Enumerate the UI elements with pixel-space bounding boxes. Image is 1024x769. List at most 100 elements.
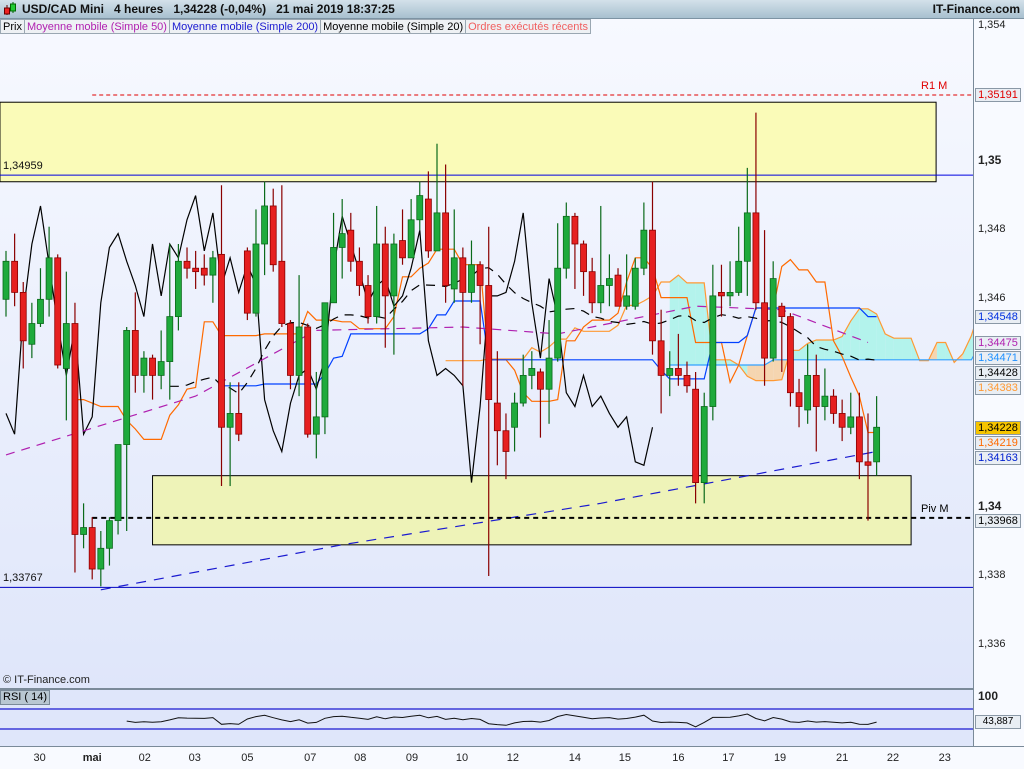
ichimoku-cloud-segment bbox=[747, 365, 756, 381]
price-label: 1,34163 bbox=[975, 450, 1021, 465]
candle bbox=[476, 261, 484, 345]
candle-body bbox=[502, 430, 510, 452]
candle-body bbox=[847, 416, 855, 428]
candle-body bbox=[545, 357, 553, 390]
price-label: 1,34428 bbox=[975, 365, 1021, 380]
brand-name: IT-Finance.com bbox=[932, 2, 1020, 16]
candle bbox=[278, 185, 286, 327]
date-tick: 02 bbox=[138, 752, 151, 764]
candle bbox=[37, 268, 44, 327]
price-label: 1,35191 bbox=[975, 87, 1021, 102]
candle bbox=[433, 143, 441, 252]
legend-recent-orders[interactable]: Ordres exécutés récents bbox=[465, 19, 591, 34]
date-tick: 14 bbox=[568, 752, 582, 764]
candle-body bbox=[571, 215, 579, 245]
candle bbox=[243, 247, 251, 321]
legend-price[interactable]: Prix bbox=[0, 19, 25, 34]
candle-body bbox=[269, 205, 277, 266]
ichimoku-cloud-segment bbox=[799, 343, 808, 360]
candle-body bbox=[830, 395, 837, 414]
ichimoku-cloud-segment bbox=[824, 339, 834, 360]
candle-body bbox=[45, 257, 53, 300]
candle bbox=[735, 226, 743, 296]
date-axis[interactable] bbox=[0, 746, 1024, 769]
candle bbox=[347, 212, 355, 272]
rsi-label[interactable]: RSI ( 14) bbox=[0, 690, 51, 705]
candle bbox=[131, 292, 139, 393]
candle-body bbox=[37, 298, 44, 324]
candle bbox=[692, 371, 699, 504]
candle bbox=[812, 354, 820, 452]
candle-body bbox=[321, 302, 329, 418]
candle-body bbox=[692, 388, 699, 483]
indicator-legend: Prix Moyenne mobile (Simple 50) Moyenne … bbox=[0, 19, 591, 34]
candle-body bbox=[330, 247, 337, 304]
candle-body bbox=[338, 233, 346, 248]
ichimoku-cloud-segment bbox=[678, 275, 687, 366]
candle bbox=[718, 264, 725, 317]
candle-body bbox=[795, 392, 803, 407]
price-label: 1,33968 bbox=[975, 513, 1021, 528]
candle-body bbox=[243, 250, 251, 314]
candle-body bbox=[700, 406, 708, 483]
candle bbox=[287, 320, 294, 390]
candle-body bbox=[519, 374, 527, 404]
candle-body bbox=[821, 395, 829, 407]
rsi-panel[interactable] bbox=[0, 689, 973, 747]
price-label: 1,34228 bbox=[975, 420, 1021, 435]
candle-body bbox=[631, 267, 639, 307]
ichimoku-cloud-segment bbox=[807, 339, 817, 360]
candle bbox=[62, 271, 70, 421]
candle bbox=[769, 261, 777, 362]
candle-body bbox=[287, 323, 294, 376]
candle-body bbox=[11, 260, 19, 293]
candle bbox=[700, 392, 708, 504]
candle-body bbox=[157, 361, 165, 376]
candle-body bbox=[347, 229, 355, 262]
candle-body bbox=[752, 212, 760, 304]
candle-body bbox=[218, 253, 225, 428]
legend-sma50[interactable]: Moyenne mobile (Simple 50) bbox=[23, 19, 170, 34]
price-label: 1,34475 bbox=[975, 335, 1021, 350]
ichimoku-cloud-segment bbox=[842, 320, 851, 360]
candle bbox=[45, 226, 53, 317]
price-chart bbox=[0, 94, 973, 730]
legend-sma20[interactable]: Moyenne mobile (Simple 20) bbox=[320, 19, 467, 34]
instrument-title: USD/CAD Mini 4 heures 1,34228 (-0,04%) 2… bbox=[22, 2, 395, 16]
candle-body bbox=[166, 316, 174, 362]
candle bbox=[493, 351, 501, 466]
candle-body bbox=[209, 257, 217, 276]
candle-body bbox=[183, 260, 191, 269]
price-tick: 1,34 bbox=[978, 498, 1002, 513]
ichimoku-cloud-segment bbox=[850, 308, 860, 360]
candle bbox=[416, 181, 424, 231]
legend-sma200[interactable]: Moyenne mobile (Simple 200) bbox=[168, 19, 322, 34]
candle-body bbox=[614, 274, 622, 307]
candle-body bbox=[278, 260, 286, 324]
candle bbox=[28, 302, 36, 359]
candle bbox=[192, 250, 200, 289]
candle-body bbox=[106, 520, 113, 549]
date-tick: mai bbox=[82, 752, 102, 764]
candle-body bbox=[424, 198, 432, 252]
candle-body bbox=[381, 243, 389, 297]
price-tick: 1,336 bbox=[978, 638, 1006, 651]
candle bbox=[338, 199, 346, 279]
candle bbox=[761, 230, 768, 386]
candle bbox=[666, 351, 674, 397]
candle bbox=[269, 188, 277, 272]
candle-body bbox=[709, 295, 717, 407]
ichimoku-cloud-segment bbox=[764, 359, 774, 381]
candle-body bbox=[778, 305, 786, 318]
candle-body bbox=[528, 368, 536, 376]
candle bbox=[657, 309, 665, 414]
candle bbox=[459, 247, 467, 386]
candle bbox=[631, 257, 639, 310]
candle bbox=[804, 344, 812, 424]
candle-body bbox=[54, 257, 62, 366]
candle-body bbox=[554, 267, 562, 359]
candle bbox=[381, 226, 389, 348]
candle-body bbox=[787, 316, 794, 394]
candle-body bbox=[674, 368, 682, 376]
candle-body bbox=[864, 461, 872, 466]
